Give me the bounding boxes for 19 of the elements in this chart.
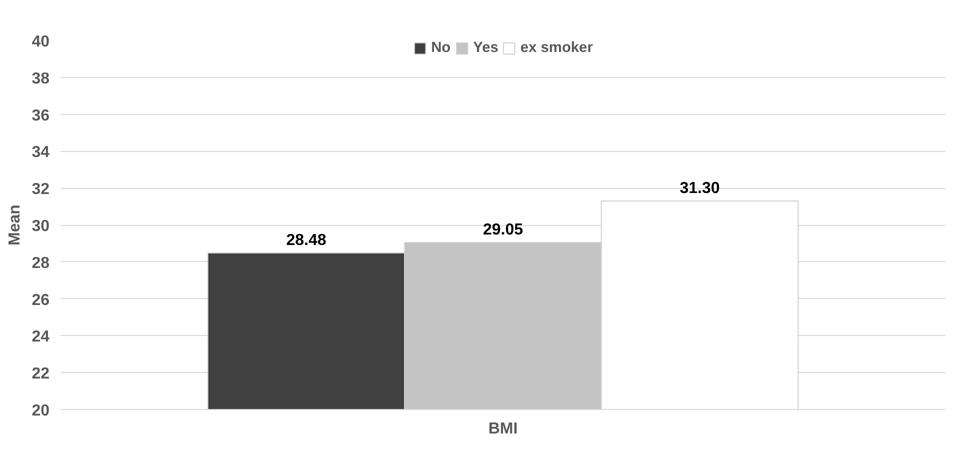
- y-tick-label: 30: [32, 218, 50, 235]
- y-tick-label: 34: [32, 144, 50, 162]
- legend-label: No: [431, 40, 452, 56]
- y-tick-label: 24: [32, 328, 50, 346]
- x-tick-label: BMI: [488, 420, 518, 438]
- legend-label: ex smoker: [520, 40, 593, 56]
- y-tick-label: 38: [32, 70, 50, 88]
- y-axis-title: Mean: [6, 204, 24, 246]
- y-tick-label: 40: [32, 34, 50, 50]
- y-tick-label: 20: [32, 402, 50, 420]
- y-tick-label: 32: [32, 181, 50, 198]
- legend-label: Yes: [473, 40, 498, 56]
- data-label: 29.05: [482, 222, 524, 239]
- y-tick-label: 26: [32, 292, 50, 309]
- y-tick-label: 36: [32, 107, 50, 124]
- y-tick-label: 28: [32, 254, 50, 272]
- data-label: 31.30: [680, 180, 720, 198]
- data-label: 28.48: [286, 232, 326, 250]
- y-tick-label: 22: [32, 366, 50, 383]
